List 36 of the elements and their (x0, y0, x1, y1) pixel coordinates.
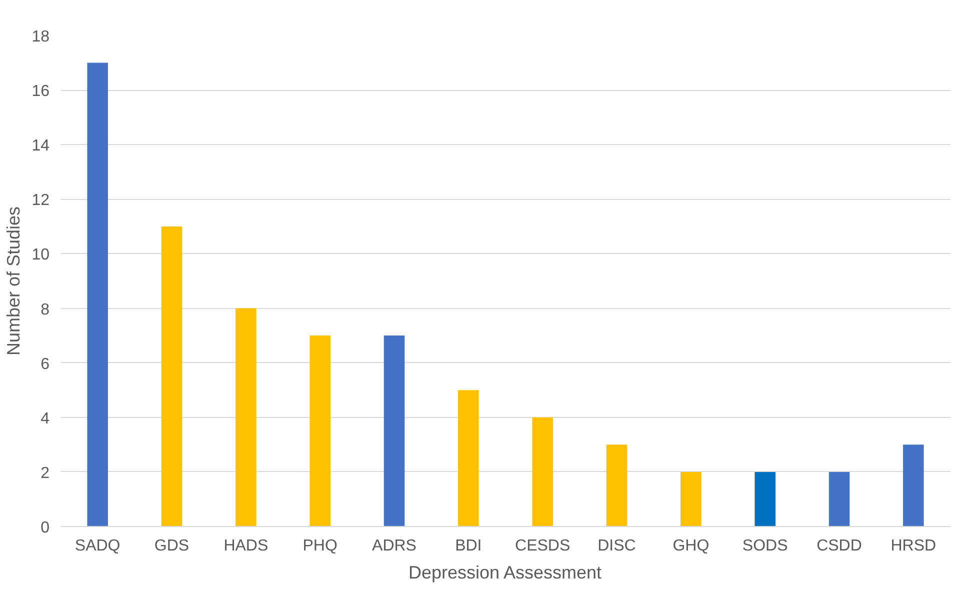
x-tick-label: ADRS (372, 538, 416, 554)
y-tick-label: 16 (32, 83, 50, 100)
x-tick-label: CSDD (816, 538, 862, 554)
x-tick-label: BDI (455, 538, 482, 554)
y-tick-label: 2 (40, 464, 50, 482)
y-axis-title: Number of Studies (4, 206, 24, 356)
y-tick-label: 8 (40, 301, 50, 318)
x-tick-label: GDS (154, 538, 190, 554)
y-tick-label: 18 (32, 28, 50, 46)
x-tick-label: HRSD (890, 538, 936, 554)
x-tick-label: DISC (598, 538, 636, 554)
y-tick-label: 4 (40, 410, 50, 428)
y-tick-label: 10 (32, 246, 50, 264)
x-tick-label: GHQ (672, 538, 710, 554)
bar (87, 62, 108, 526)
bar (903, 444, 924, 526)
x-tick-label: CESDS (515, 538, 570, 554)
bar (828, 472, 850, 526)
bar (754, 472, 776, 526)
bar (310, 336, 330, 526)
x-tick-label: SADQ (74, 538, 120, 554)
y-tick-label: 6 (40, 356, 50, 373)
bar (161, 226, 182, 526)
y-tick-label: 0 (40, 520, 50, 536)
x-tick-label: PHQ (302, 538, 338, 554)
y-tick-label: 14 (32, 138, 50, 155)
x-tick-label: SODS (742, 538, 788, 554)
bar (458, 390, 479, 526)
bar (606, 444, 628, 526)
x-tick-label: HADS (224, 538, 268, 554)
bar (236, 308, 256, 526)
bar (532, 417, 553, 526)
bar (384, 336, 405, 526)
x-axis-title: Depression Assessment (408, 562, 602, 582)
y-tick-label: 12 (32, 192, 50, 210)
bar (680, 472, 702, 526)
